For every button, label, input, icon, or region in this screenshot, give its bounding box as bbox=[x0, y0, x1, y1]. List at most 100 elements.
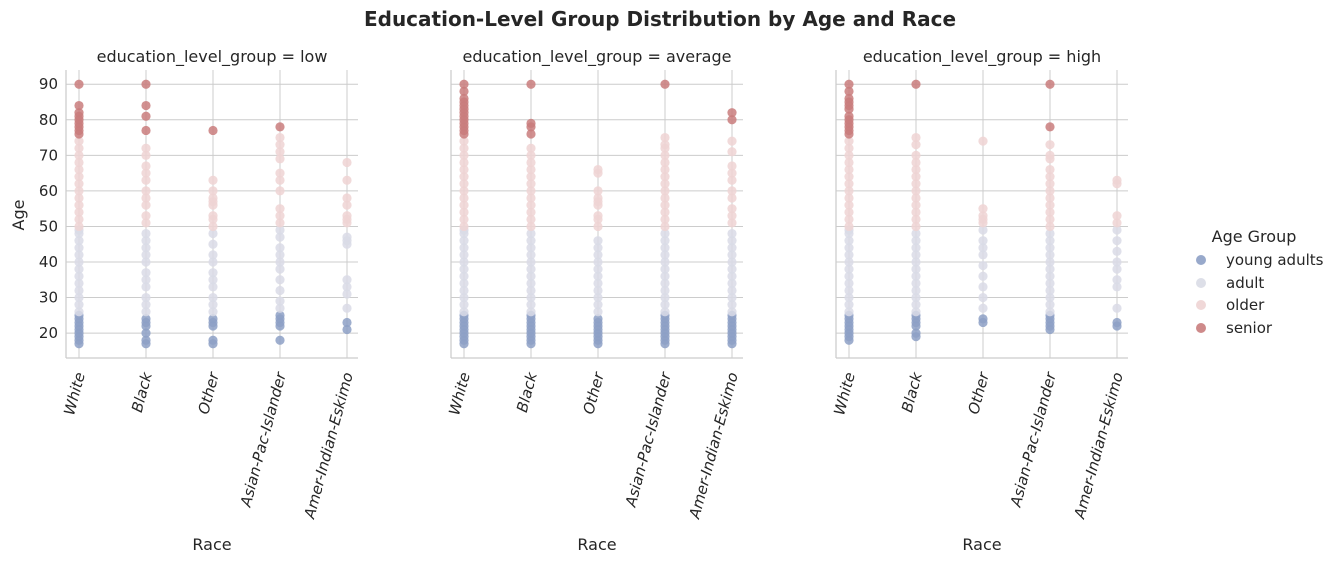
data-point bbox=[727, 218, 737, 228]
data-point bbox=[459, 278, 469, 288]
data-point bbox=[208, 314, 218, 324]
legend-marker-senior bbox=[1196, 323, 1206, 333]
data-point bbox=[911, 186, 921, 196]
data-point bbox=[911, 132, 921, 143]
data-point bbox=[208, 221, 218, 232]
data-point bbox=[660, 164, 670, 175]
x-tick-label: Asian-Pac-Islander bbox=[1006, 370, 1060, 510]
chart-title: Education-Level Group Distribution by Ag… bbox=[364, 7, 956, 31]
data-point bbox=[275, 303, 285, 313]
x-tick-label: Asian-Pac-Islander bbox=[621, 370, 675, 510]
data-point bbox=[844, 193, 854, 203]
data-point bbox=[844, 207, 854, 217]
data-point bbox=[727, 211, 737, 221]
data-point bbox=[275, 335, 285, 345]
data-point bbox=[459, 200, 469, 210]
data-point bbox=[727, 204, 737, 214]
data-point bbox=[342, 317, 352, 328]
data-point bbox=[844, 200, 854, 210]
y-axis-label: Age bbox=[9, 200, 28, 231]
data-point bbox=[727, 193, 737, 203]
x-tick-label: Other bbox=[579, 370, 608, 417]
data-point bbox=[526, 143, 536, 153]
data-point bbox=[74, 150, 84, 160]
data-point bbox=[74, 193, 84, 203]
data-point bbox=[74, 143, 84, 153]
data-point bbox=[911, 193, 921, 203]
y-tick-label: 40 bbox=[39, 253, 58, 271]
data-point bbox=[208, 211, 218, 221]
data-point bbox=[727, 300, 737, 310]
data-point bbox=[141, 168, 151, 178]
data-point bbox=[1045, 140, 1055, 150]
data-point bbox=[208, 257, 218, 267]
data-point bbox=[208, 282, 218, 292]
data-point bbox=[459, 300, 469, 310]
data-point bbox=[911, 264, 921, 274]
data-point bbox=[978, 271, 988, 281]
data-point bbox=[844, 278, 854, 288]
data-point bbox=[208, 239, 218, 249]
data-point bbox=[593, 257, 603, 267]
data-point bbox=[275, 147, 285, 157]
data-point bbox=[141, 200, 151, 210]
data-point bbox=[593, 250, 603, 260]
panel-title-low: education_level_group = low bbox=[97, 47, 328, 67]
data-point bbox=[911, 157, 921, 168]
y-tick-label: 20 bbox=[39, 324, 58, 342]
data-point bbox=[526, 236, 536, 246]
data-point bbox=[593, 278, 603, 288]
data-point bbox=[459, 86, 469, 96]
x-tick-label: Black bbox=[513, 369, 541, 414]
data-point bbox=[727, 161, 737, 171]
data-point bbox=[978, 314, 988, 324]
data-point bbox=[526, 257, 536, 267]
y-tick-label: 30 bbox=[39, 289, 58, 307]
data-point bbox=[459, 164, 469, 175]
data-point bbox=[660, 132, 670, 143]
data-point bbox=[526, 129, 536, 139]
data-point bbox=[141, 314, 151, 324]
data-point bbox=[660, 285, 670, 296]
data-point bbox=[660, 221, 670, 232]
data-point bbox=[844, 257, 854, 267]
data-point bbox=[660, 179, 670, 189]
y-tick-label: 80 bbox=[39, 111, 58, 129]
data-point bbox=[593, 193, 603, 203]
data-point bbox=[1045, 214, 1055, 224]
x-tick-label: White bbox=[60, 370, 89, 417]
data-point bbox=[74, 300, 84, 310]
data-point bbox=[275, 250, 285, 260]
data-point bbox=[342, 200, 352, 210]
data-point bbox=[660, 292, 670, 303]
data-point bbox=[844, 271, 854, 281]
data-point bbox=[74, 136, 84, 146]
data-point bbox=[593, 271, 603, 281]
data-point bbox=[1112, 257, 1122, 267]
data-point bbox=[141, 175, 151, 185]
data-point bbox=[660, 228, 670, 239]
data-point bbox=[74, 250, 84, 260]
panel-2-plot: White Black Other Asian-Pac-Islander Amer-In… bbox=[830, 70, 1128, 521]
data-point bbox=[593, 221, 603, 232]
data-point bbox=[911, 250, 921, 260]
data-point bbox=[1045, 236, 1055, 246]
x-axis-label-low: Race bbox=[192, 535, 231, 554]
data-point bbox=[660, 300, 670, 310]
data-point bbox=[593, 236, 603, 246]
data-point bbox=[911, 207, 921, 217]
data-point bbox=[844, 79, 854, 89]
x-tick-label: Amer-Indian-Eskimo bbox=[1070, 370, 1127, 521]
data-point bbox=[526, 221, 536, 232]
data-point bbox=[844, 172, 854, 182]
data-point bbox=[911, 328, 921, 338]
data-point bbox=[275, 186, 285, 196]
data-point bbox=[844, 143, 854, 153]
data-point bbox=[459, 207, 469, 217]
data-point bbox=[141, 218, 151, 228]
data-point bbox=[727, 243, 737, 253]
data-point bbox=[208, 275, 218, 285]
data-point bbox=[208, 335, 218, 345]
data-point bbox=[660, 271, 670, 281]
data-point bbox=[844, 150, 854, 160]
